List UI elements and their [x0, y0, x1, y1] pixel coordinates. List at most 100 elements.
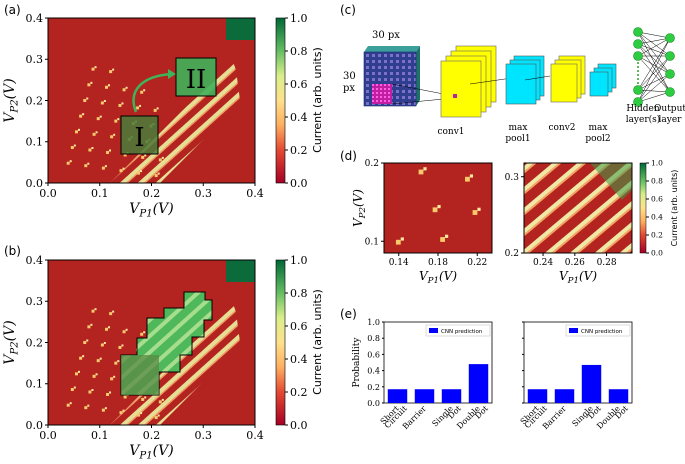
- peak: [107, 326, 110, 329]
- peak: [432, 207, 438, 213]
- peak: [154, 174, 158, 178]
- short-circuit-corner-b: [226, 260, 255, 282]
- legend-swatch: [429, 328, 438, 333]
- label-max-pool2-b: pool2: [585, 134, 610, 144]
- probability-bar: [414, 389, 435, 403]
- x-axis-label: VP1(V): [129, 201, 173, 220]
- peak: [144, 396, 147, 399]
- x-tick-label: 0.3: [195, 429, 213, 442]
- receptive-field: [372, 84, 392, 104]
- y-tick-label: 0.1: [26, 378, 44, 391]
- peak: [82, 355, 85, 358]
- peak: [104, 85, 108, 89]
- input-top-face: [364, 46, 420, 52]
- x-tick-label: 0.2: [143, 187, 161, 200]
- connection: [637, 31, 671, 39]
- start-region-fill: [121, 355, 159, 395]
- hidden-neuron: [633, 39, 643, 49]
- connection: [637, 43, 671, 57]
- peak: [121, 102, 124, 105]
- peak: [92, 132, 96, 136]
- connection: [637, 73, 671, 103]
- peak: [113, 133, 116, 136]
- label-output-a: Output: [654, 104, 685, 114]
- peak: [139, 104, 142, 107]
- y-tick-label: 0.2: [365, 159, 379, 169]
- y-tick-label: 0.4: [26, 254, 44, 267]
- connection: [637, 31, 671, 93]
- connection: [637, 55, 671, 75]
- peak: [418, 169, 424, 175]
- x-axis-label: VP1(V): [559, 269, 597, 286]
- panel-label-d: (d): [340, 149, 357, 163]
- peak: [103, 99, 106, 102]
- peak: [112, 68, 115, 71]
- connection: [637, 37, 671, 45]
- y-tick-label: 0.4: [26, 12, 44, 25]
- x-tick-label: 0.28: [597, 258, 617, 268]
- peak: [109, 391, 112, 394]
- peak: [87, 162, 90, 165]
- connection: [637, 43, 671, 75]
- axes-frame-e: [383, 321, 493, 404]
- peak: [141, 155, 145, 159]
- panel-label-b: (b): [4, 244, 21, 258]
- panel-a-heatmap: (a) I II 0.0 0.1 0.2 0.3 0.4 0.0 0.1 0.2 0.3 0.4 V…: [2, 3, 324, 220]
- peak: [104, 407, 107, 410]
- y-tick-label: 0.2: [26, 336, 44, 349]
- y-tick-label: 0.1: [365, 237, 379, 247]
- peak: [137, 171, 141, 175]
- colorbar-b: [275, 259, 286, 426]
- peak: [96, 359, 100, 363]
- legend-label: CNN prediction: [581, 329, 623, 335]
- peak: [141, 397, 145, 401]
- output-neuron: [665, 51, 675, 61]
- peak: [91, 67, 95, 71]
- colorbar-tick-label: 0.4: [290, 111, 308, 124]
- label-max-pool1-a: max: [509, 123, 528, 133]
- zoom-region-ii-green: [590, 163, 632, 200]
- y-tick-label: 0.8: [367, 334, 380, 343]
- colorbar-tick-label: 0.0: [651, 249, 663, 258]
- peak: [400, 237, 404, 241]
- region-i-box: [120, 115, 159, 155]
- colorbar-tick-label: 0.2: [290, 144, 308, 157]
- connection: [637, 37, 671, 91]
- peak: [100, 101, 104, 105]
- label-hidden-b: layer(s): [626, 114, 661, 125]
- y-tick-label: 0.3: [505, 173, 520, 183]
- colorbar-tick-label: 0.4: [290, 353, 308, 366]
- max-pool1-block: [505, 55, 545, 105]
- peak: [90, 323, 93, 326]
- peak: [154, 416, 158, 420]
- peak: [122, 409, 125, 412]
- colorbar-a: [275, 17, 286, 184]
- peak: [94, 308, 97, 311]
- peak: [74, 372, 78, 376]
- colorbar-label-a: Current (arb. units): [311, 47, 324, 153]
- hidden-neuron: [633, 51, 643, 61]
- x-tick-label: 0.1: [91, 429, 109, 442]
- short-circuit-corner: [226, 18, 255, 40]
- peak: [125, 86, 128, 89]
- peak: [121, 344, 124, 347]
- y-tick-label: 0.2: [367, 383, 380, 392]
- colorbar-label-b: Current (arb. units): [311, 289, 324, 395]
- peak: [117, 360, 120, 363]
- lower-right-background: [160, 88, 255, 183]
- y-axis-label: VP2(V): [351, 189, 368, 227]
- peak: [119, 411, 123, 415]
- connection: [637, 37, 671, 57]
- x-tick-label: 0.14: [389, 258, 409, 268]
- peak: [109, 70, 113, 74]
- peak: [109, 312, 113, 316]
- panel-b-heatmap: (b) 0.0 0.1 0.2 0.3 0.4 0.0 0.1 0.2 0.3 0.4 VP1(V)…: [2, 244, 324, 462]
- y-axis-label: VP2(V): [2, 320, 21, 364]
- peak: [477, 207, 481, 211]
- x-tick-label: 0.3: [195, 187, 213, 200]
- peak: [440, 237, 445, 242]
- axes-frame-e: [523, 321, 633, 404]
- peak: [423, 167, 427, 171]
- y-tick-label: 0.0: [26, 419, 44, 432]
